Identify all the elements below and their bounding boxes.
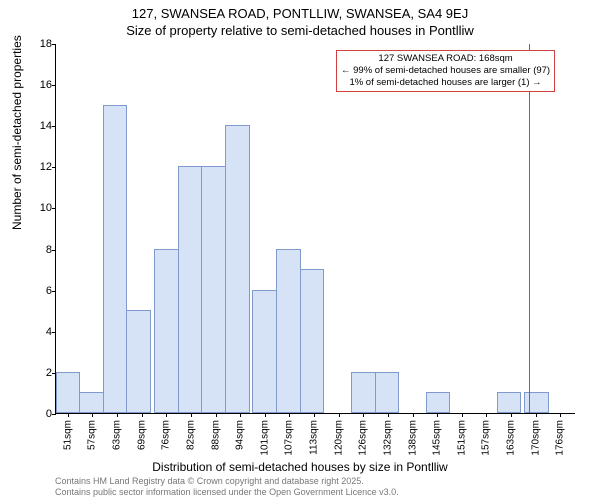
xtick-label: 107sqm <box>284 420 295 456</box>
histogram-bar <box>276 249 301 413</box>
xtick-mark <box>68 413 69 417</box>
ytick-mark <box>52 332 56 333</box>
ytick-label: 8 <box>28 244 52 256</box>
ytick-mark <box>52 414 56 415</box>
histogram-bar <box>79 392 104 413</box>
histogram-bar <box>497 392 522 413</box>
xtick-mark <box>536 413 537 417</box>
ytick-mark <box>52 250 56 251</box>
annotation-line: 127 SWANSEA ROAD: 168sqm <box>341 53 550 65</box>
y-axis-label: Number of semi-detached properties <box>10 35 24 230</box>
histogram-bar <box>426 392 451 413</box>
title-line-1: 127, SWANSEA ROAD, PONTLLIW, SWANSEA, SA… <box>0 6 600 23</box>
ytick-label: 0 <box>28 408 52 420</box>
chart-area: 02468101214161851sqm57sqm63sqm69sqm76sqm… <box>55 44 575 414</box>
attribution-line-1: Contains HM Land Registry data © Crown c… <box>55 476 399 487</box>
xtick-mark <box>437 413 438 417</box>
histogram-bar <box>201 166 226 413</box>
annotation-box: 127 SWANSEA ROAD: 168sqm← 99% of semi-de… <box>336 50 555 92</box>
xtick-label: 138sqm <box>407 420 418 456</box>
histogram-bar <box>154 249 179 413</box>
chart-container: 127, SWANSEA ROAD, PONTLLIW, SWANSEA, SA… <box>0 0 600 500</box>
attribution-line-2: Contains public sector information licen… <box>55 487 399 498</box>
xtick-label: 51sqm <box>62 420 73 450</box>
ytick-label: 4 <box>28 326 52 338</box>
ytick-label: 6 <box>28 285 52 297</box>
ytick-label: 2 <box>28 367 52 379</box>
annotation-line: ← 99% of semi-detached houses are smalle… <box>341 65 550 77</box>
ytick-mark <box>52 208 56 209</box>
histogram-bar <box>126 310 151 413</box>
xtick-mark <box>216 413 217 417</box>
ytick-label: 18 <box>28 38 52 50</box>
ytick-mark <box>52 85 56 86</box>
xtick-mark <box>511 413 512 417</box>
xtick-mark <box>289 413 290 417</box>
xtick-label: 145sqm <box>432 420 443 456</box>
ytick-label: 10 <box>28 202 52 214</box>
xtick-label: 176sqm <box>555 420 566 456</box>
histogram-bar <box>351 372 376 413</box>
xtick-label: 57sqm <box>87 420 98 450</box>
xtick-mark <box>388 413 389 417</box>
xtick-label: 82sqm <box>185 420 196 450</box>
xtick-mark <box>486 413 487 417</box>
xtick-label: 132sqm <box>382 420 393 456</box>
xtick-label: 101sqm <box>259 420 270 456</box>
x-axis-label: Distribution of semi-detached houses by … <box>0 460 600 474</box>
ytick-label: 16 <box>28 79 52 91</box>
xtick-mark <box>142 413 143 417</box>
title-line-2: Size of property relative to semi-detach… <box>0 23 600 40</box>
ytick-mark <box>52 44 56 45</box>
xtick-mark <box>314 413 315 417</box>
chart-title: 127, SWANSEA ROAD, PONTLLIW, SWANSEA, SA… <box>0 0 600 40</box>
xtick-label: 126sqm <box>358 420 369 456</box>
ytick-label: 12 <box>28 161 52 173</box>
histogram-bar <box>225 125 250 413</box>
histogram-bar <box>252 290 277 413</box>
xtick-label: 113sqm <box>309 420 320 455</box>
annotation-line: 1% of semi-detached houses are larger (1… <box>341 77 550 89</box>
reference-line <box>529 44 530 413</box>
xtick-label: 170sqm <box>530 420 541 456</box>
histogram-bar <box>178 166 203 413</box>
xtick-label: 69sqm <box>136 420 147 450</box>
xtick-mark <box>117 413 118 417</box>
ytick-mark <box>52 126 56 127</box>
attribution: Contains HM Land Registry data © Crown c… <box>55 476 399 498</box>
xtick-label: 151sqm <box>456 420 467 456</box>
xtick-mark <box>339 413 340 417</box>
xtick-label: 76sqm <box>161 420 172 450</box>
xtick-mark <box>560 413 561 417</box>
histogram-bar <box>103 105 128 413</box>
xtick-label: 88sqm <box>210 420 221 450</box>
ytick-mark <box>52 167 56 168</box>
xtick-label: 120sqm <box>333 420 344 456</box>
xtick-mark <box>240 413 241 417</box>
xtick-mark <box>462 413 463 417</box>
xtick-mark <box>363 413 364 417</box>
xtick-mark <box>191 413 192 417</box>
ytick-label: 14 <box>28 120 52 132</box>
ytick-mark <box>52 291 56 292</box>
xtick-mark <box>413 413 414 417</box>
xtick-label: 163sqm <box>506 420 517 456</box>
histogram-bar <box>300 269 325 413</box>
xtick-mark <box>265 413 266 417</box>
xtick-mark <box>166 413 167 417</box>
plot-region: 02468101214161851sqm57sqm63sqm69sqm76sqm… <box>55 44 575 414</box>
xtick-mark <box>92 413 93 417</box>
xtick-label: 157sqm <box>481 420 492 456</box>
histogram-bar <box>56 372 81 413</box>
histogram-bar <box>375 372 400 413</box>
xtick-label: 63sqm <box>112 420 123 450</box>
xtick-label: 94sqm <box>235 420 246 450</box>
